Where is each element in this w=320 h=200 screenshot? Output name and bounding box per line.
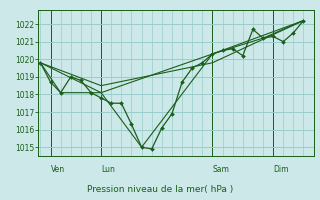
Text: Sam: Sam xyxy=(212,165,229,174)
Text: Pression niveau de la mer( hPa ): Pression niveau de la mer( hPa ) xyxy=(87,185,233,194)
Text: Ven: Ven xyxy=(51,165,65,174)
Text: Lun: Lun xyxy=(101,165,115,174)
Text: Dim: Dim xyxy=(273,165,289,174)
